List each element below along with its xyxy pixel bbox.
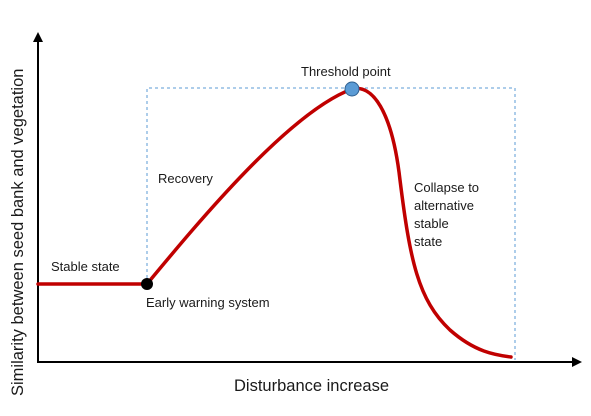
collapse-label-line-2: alternative — [414, 198, 474, 213]
response-curve — [36, 86, 513, 359]
threshold-marker — [344, 81, 360, 97]
recovery-label: Recovery — [158, 171, 213, 186]
early-warning-label: Early warning system — [146, 295, 270, 310]
x-axis-label: Disturbance increase — [234, 377, 389, 395]
collapse-label-line-4: state — [414, 234, 442, 249]
collapse-label-line-3: stable — [414, 216, 449, 231]
threshold-label: Threshold point — [301, 64, 391, 79]
stable-state-label: Stable state — [51, 259, 120, 274]
collapse-label-line-1: Collapse to — [414, 180, 479, 195]
y-axis-label: Similarity between seed bank and vegetat… — [9, 69, 27, 396]
dashed-reference-box — [146, 87, 516, 360]
early-warning-marker — [141, 278, 153, 290]
